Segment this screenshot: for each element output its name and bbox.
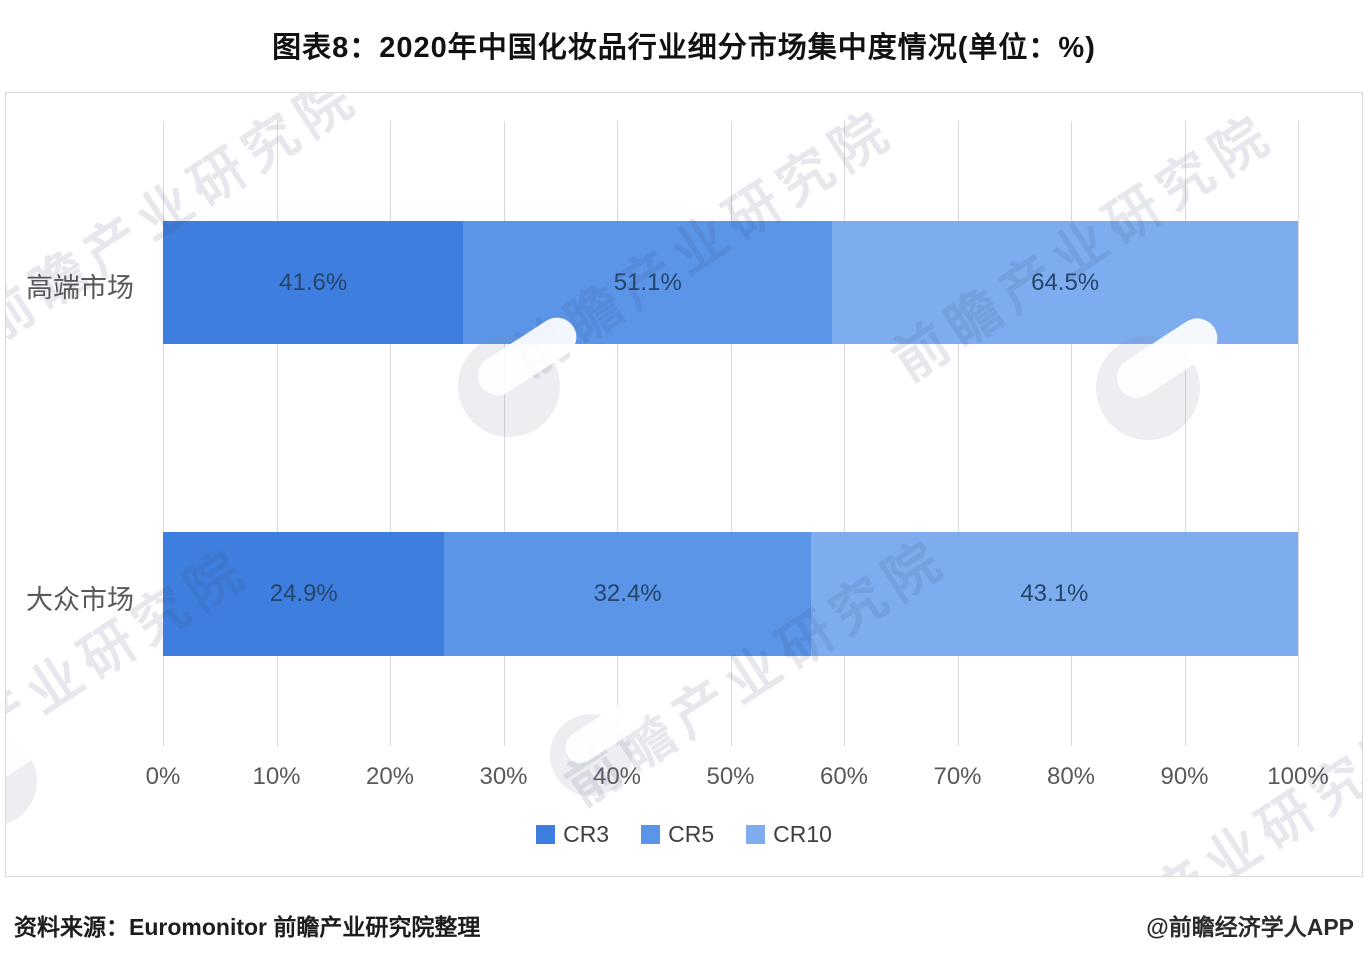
legend-item-cr3: CR3: [536, 821, 609, 848]
x-tick-label: 50%: [706, 763, 755, 790]
data-label: 64.5%: [1031, 268, 1100, 296]
x-tick-label: 0%: [145, 763, 181, 790]
legend-swatch-icon: [641, 825, 661, 844]
plot-area: 41.6% 51.1% 64.5% 24.9% 32.4% 43.1%: [163, 121, 1299, 746]
bar-row: 24.9% 32.4% 43.1%: [163, 532, 1298, 656]
x-tick-label: 90%: [1160, 763, 1209, 790]
x-tick-label: 30%: [479, 763, 528, 790]
legend: CR3 CR5 CR10: [6, 821, 1362, 848]
bar-segment-cr3: 41.6%: [163, 221, 464, 344]
chart-area: 前瞻产业研究院 前瞻产业研究院 前瞻产业研究院 前瞻产业研究院 前瞻产业研究院 …: [5, 92, 1363, 877]
data-label: 41.6%: [279, 268, 348, 296]
legend-label: CR5: [668, 821, 715, 847]
data-label: 32.4%: [593, 580, 662, 607]
gridline: [503, 121, 505, 746]
x-tick-label: 20%: [365, 763, 415, 790]
x-tick-label: 70%: [933, 763, 982, 790]
data-label: 43.1%: [1020, 580, 1089, 607]
gridline: [163, 121, 164, 746]
bar-segment-cr5: 51.1%: [463, 221, 833, 344]
gridline: [957, 121, 959, 746]
x-axis: 0% 10% 20% 30% 40% 50% 60% 70% 80% 90% 100%: [146, 763, 1329, 795]
legend-label: CR3: [563, 821, 610, 847]
x-tick-label: 80%: [1046, 763, 1096, 790]
data-label: 24.9%: [269, 580, 338, 607]
x-tick-label: 60%: [819, 763, 869, 790]
bar-segment-cr5: 32.4%: [444, 532, 811, 656]
gridline: [617, 121, 618, 746]
gridline: [1071, 121, 1072, 746]
legend-swatch-icon: [536, 825, 556, 844]
bar-segment-cr3: 24.9%: [163, 532, 445, 656]
gridline: [730, 121, 732, 746]
bar-segment-cr10: 64.5%: [832, 221, 1298, 344]
category-label: 大众市场: [26, 585, 134, 615]
chart-title: 图表8：2020年中国化妆品行业细分市场集中度情况(单位：%): [272, 32, 1096, 64]
x-tick-label: 10%: [252, 763, 301, 790]
data-label: 51.1%: [613, 268, 682, 296]
legend-item-cr5: CR5: [641, 821, 714, 848]
credit-note: @前瞻经济学人APP: [1146, 914, 1354, 940]
bar-row: 41.6% 51.1% 64.5%: [163, 221, 1298, 344]
gridline: [844, 121, 845, 746]
category-label: 高端市场: [26, 273, 134, 303]
gridline: [276, 121, 278, 746]
x-tick-label: 40%: [592, 763, 642, 790]
gridline: [390, 121, 391, 746]
watermark-logo-icon: [6, 736, 37, 826]
gridline: [1184, 121, 1186, 746]
x-tick-label: 100%: [1267, 763, 1329, 790]
legend-swatch-icon: [746, 825, 766, 844]
legend-label: CR10: [773, 821, 832, 847]
bar-segment-cr10: 43.1%: [810, 532, 1298, 656]
legend-item-cr10: CR10: [746, 821, 832, 848]
source-note: 资料来源：Euromonitor 前瞻产业研究院整理: [14, 914, 481, 940]
gridline: [1298, 121, 1299, 746]
